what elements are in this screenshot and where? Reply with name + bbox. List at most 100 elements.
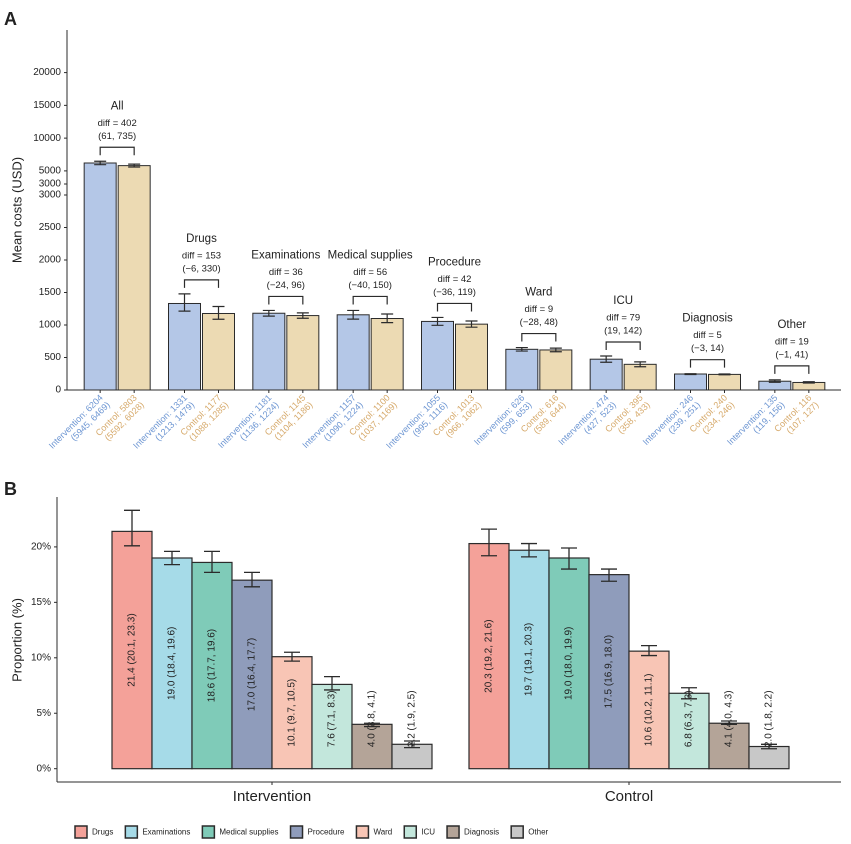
bracket xyxy=(268,295,304,305)
y-tick-label: 2000 xyxy=(39,255,62,266)
y-tick-label: 3000 xyxy=(39,190,62,201)
error-bar xyxy=(481,528,497,557)
category-label: Other xyxy=(777,319,806,331)
error-bar xyxy=(164,550,180,566)
legend-swatch xyxy=(201,825,216,839)
legend-label: Other xyxy=(528,828,548,837)
category-label: Examinations xyxy=(251,249,320,261)
legend-swatch xyxy=(289,825,304,839)
error-bar xyxy=(634,361,647,368)
error-bar xyxy=(601,568,617,582)
error-bar xyxy=(94,160,107,166)
bar xyxy=(168,302,201,391)
panel-letter: A xyxy=(4,9,17,29)
error-bar xyxy=(262,309,275,317)
diff-label: diff = 19 xyxy=(775,336,809,347)
value-label: 4.0 (3.8, 4.1) xyxy=(367,690,378,747)
x-tick-label: Control xyxy=(605,788,653,805)
bar xyxy=(370,318,404,391)
y-axis-label: Proportion (%) xyxy=(9,598,24,682)
legend-swatch xyxy=(124,825,139,839)
y-tick-label: 500 xyxy=(44,352,61,363)
value-label: 7.6 (7.1, 8.3) xyxy=(327,690,338,747)
error-bar xyxy=(244,571,260,588)
diff-label: diff = 79 xyxy=(606,313,640,324)
category-label: Procedure xyxy=(428,256,481,268)
legend-label: Examinations xyxy=(142,828,190,837)
diff-label: diff = 402 xyxy=(98,118,137,129)
value-label: 6.8 (6.3, 7.3) xyxy=(684,690,695,747)
error-bar xyxy=(515,346,528,352)
value-label: 19.0 (18.4, 19.6) xyxy=(167,627,178,700)
legend-swatch xyxy=(74,825,88,839)
diff-label: diff = 56 xyxy=(353,267,387,278)
error-bar xyxy=(761,743,777,750)
error-bar xyxy=(521,542,537,558)
bar xyxy=(505,348,539,391)
category-label: Diagnosis xyxy=(682,313,733,325)
y-tick-label: 2500 xyxy=(39,222,62,233)
error-bar xyxy=(296,312,309,319)
bar xyxy=(231,579,273,770)
y-tick-label: 5% xyxy=(37,708,52,719)
y-tick-label: 15% xyxy=(31,597,51,608)
error-bar xyxy=(684,373,697,376)
diff-ci-label: (−1, 41) xyxy=(775,349,808,360)
bar xyxy=(455,323,488,391)
diff-ci-label: (−24, 96) xyxy=(267,280,305,291)
value-label: 2.0 (1.8, 2.2) xyxy=(764,690,775,747)
bar xyxy=(286,315,320,391)
category-label: Ward xyxy=(525,287,552,299)
y-tick-label: 20000 xyxy=(33,67,61,78)
value-label: 17.0 (16.4, 17.7) xyxy=(247,638,258,711)
y-tick-label: 20% xyxy=(31,542,51,553)
diff-ci-label: (−40, 150) xyxy=(348,280,392,291)
category-label: Drugs xyxy=(186,233,217,245)
error-bar xyxy=(347,309,360,320)
value-label: 18.6 (17.7, 19.6) xyxy=(207,629,218,702)
error-bar xyxy=(212,305,225,320)
bar xyxy=(468,542,510,770)
bar xyxy=(336,314,370,391)
bracket xyxy=(689,359,726,368)
bar xyxy=(674,373,707,391)
diff-label: diff = 9 xyxy=(525,304,554,315)
legend-swatch xyxy=(403,825,418,839)
bar xyxy=(628,650,670,770)
legend-label: ICU xyxy=(421,828,435,837)
legend-swatch xyxy=(446,825,460,839)
bracket xyxy=(605,341,641,351)
x-tick-label: Intervention xyxy=(233,788,311,805)
bracket xyxy=(436,302,473,312)
error-bar xyxy=(721,720,737,725)
legend-label: Medical supplies xyxy=(219,828,278,837)
bar xyxy=(588,574,630,770)
legend-swatch xyxy=(510,825,524,839)
value-label: 19.0 (18.0, 19.9) xyxy=(564,627,575,700)
bracket xyxy=(183,279,220,288)
diff-ci-label: (19, 142) xyxy=(604,326,642,337)
y-tick-label: 10000 xyxy=(33,133,61,144)
y-axis-label: Mean costs (USD) xyxy=(9,157,24,263)
category-label: ICU xyxy=(613,295,633,307)
error-bar xyxy=(404,740,420,749)
error-bar xyxy=(128,163,141,168)
bar xyxy=(748,745,790,770)
bar xyxy=(111,530,153,770)
bar xyxy=(539,349,573,391)
legend-swatch xyxy=(355,825,370,839)
error-bar xyxy=(561,547,577,570)
bracket xyxy=(99,146,135,156)
error-bar xyxy=(324,676,340,691)
value-label: 17.5 (16.9, 18.0) xyxy=(604,635,615,708)
diff-label: diff = 153 xyxy=(182,250,221,261)
bar xyxy=(589,358,623,391)
y-tick-label: 5000 xyxy=(39,166,62,177)
value-label: 21.4 (20.1, 23.3) xyxy=(127,613,138,686)
diff-label: diff = 5 xyxy=(693,330,722,341)
bar xyxy=(623,363,657,391)
bar xyxy=(311,683,353,770)
y-tick-label: 15000 xyxy=(33,100,61,111)
bar xyxy=(391,743,433,770)
